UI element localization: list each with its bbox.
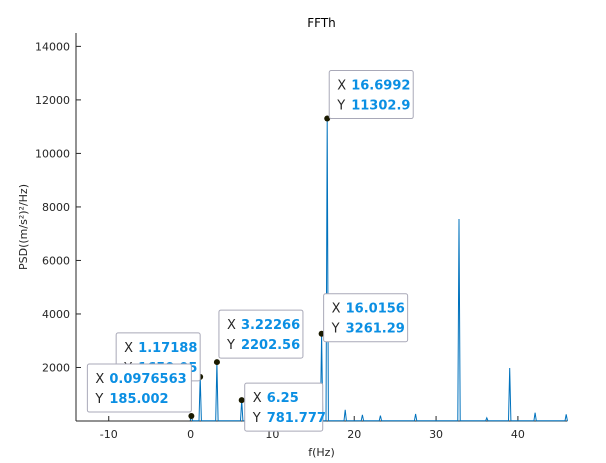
y-tick-label: 14000 [35,40,70,53]
y-tick-label: 4000 [42,308,70,321]
y-tick-label: 6000 [42,254,70,267]
datatip-x-key: X [227,318,236,333]
datatip-marker [213,359,220,366]
x-axis-label: f(Hz) [308,446,335,459]
datatip-y-value: 781.777 [267,411,326,426]
datatips: X 16.6992 Y 11302.9 X 16.0156 Y 3261.29 X 3.22266… [86,70,414,432]
datatip-x-key: X [124,341,133,356]
datatip-y-key: Y [336,99,345,114]
datatip-y-value: 2202.56 [241,338,300,353]
datatip-x-value: 16.6992 [351,79,410,94]
datatip-x-value: 3.22266 [241,318,300,333]
y-axis-label: PSD((m/s²)²/Hz) [17,184,30,270]
y-tick-label: 2000 [42,361,70,374]
y-tick-label: 10000 [35,147,70,160]
datatip-box [323,293,409,343]
datatip-box [218,309,304,359]
datatip-y-value: 185.002 [109,392,168,407]
datatip-y-key: Y [226,338,235,353]
y-ticks: 2000 4000 6000 8000 10000 12000 14000 [35,40,81,374]
datatip: X 16.6992 Y 11302.9 [328,70,414,120]
datatip-marker [188,413,195,420]
datatip-box [328,70,414,120]
datatip: X 0.0976563 Y 185.002 [86,363,192,413]
datatip-y-key: Y [94,392,103,407]
y-tick-label: 8000 [42,201,70,214]
datatip-y-key: Y [331,322,340,337]
datatip-x-value: 0.0976563 [109,372,186,387]
datatip-x-value: 1.17188 [138,341,197,356]
datatip: X 6.25 Y 781.777 [244,382,326,432]
x-tick-label: 0 [187,428,194,441]
datatip-marker [238,397,245,404]
datatip-y-key: Y [252,411,261,426]
datatip-box [244,382,324,432]
datatip-markers [188,115,331,420]
datatip-y-value: 11302.9 [351,99,410,114]
datatip-x-key: X [337,79,346,94]
datatip: X 16.0156 Y 3261.29 [323,293,409,343]
datatip-marker [324,115,331,122]
x-tick-label: -10 [100,428,118,441]
datatip-x-value: 16.0156 [346,302,405,317]
datatip: X 3.22266 Y 2202.56 [218,309,304,359]
psd-series-line [189,118,569,422]
x-tick-label: 20 [347,428,361,441]
datatip-x-key: X [95,372,104,387]
x-tick-label: 30 [429,428,443,441]
datatip-x-value: 6.25 [267,391,299,406]
datatip-box [86,363,192,413]
chart-title: FFTh [307,16,336,30]
datatip-x-key: X [332,302,341,317]
y-tick-label: 12000 [35,94,70,107]
x-tick-label: 40 [511,428,525,441]
datatip-x-key: X [253,391,262,406]
datatip-y-value: 3261.29 [346,322,405,337]
